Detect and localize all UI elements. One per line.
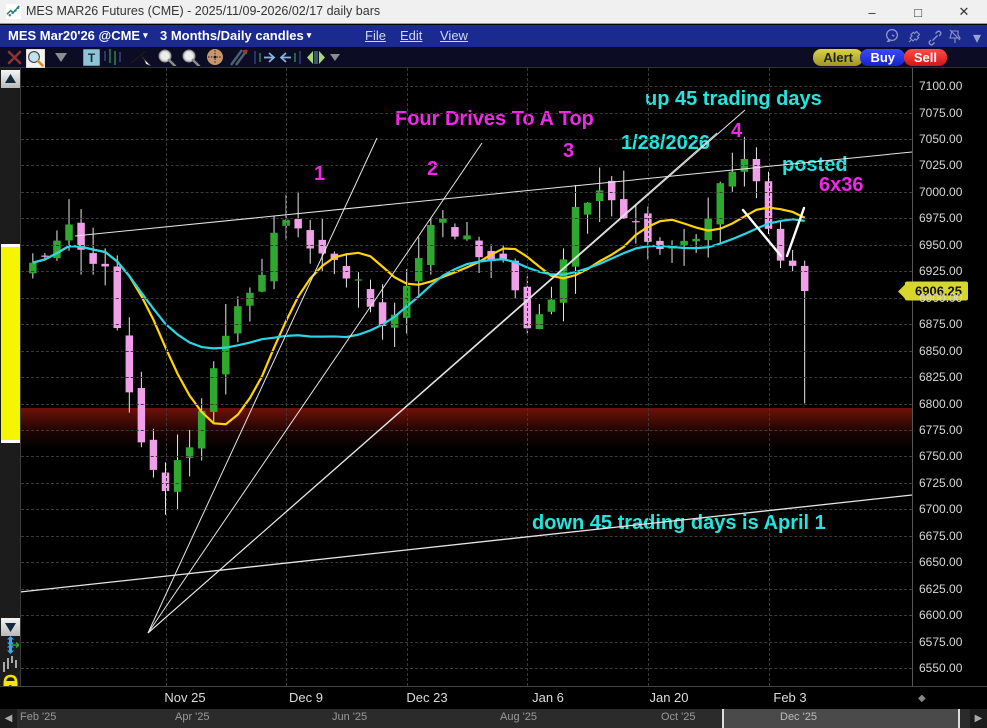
svg-text:T: T [88, 51, 96, 65]
